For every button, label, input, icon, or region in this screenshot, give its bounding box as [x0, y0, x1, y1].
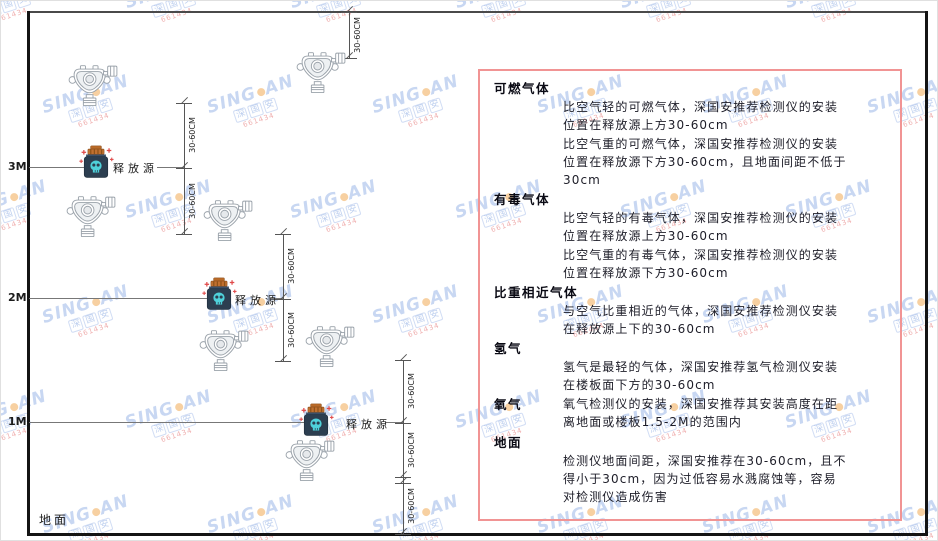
release-source-icon: [202, 277, 237, 310]
gas-detector-icon: [68, 65, 118, 107]
section-paragraph: 比空气轻的可燃气体，深国安推荐检测仪的安装位置在释放源上方30-60cm: [563, 100, 839, 132]
level-line-2m: [29, 298, 219, 299]
watermark-dot-icon: [420, 87, 431, 98]
dimension-label: 30-60CM: [287, 312, 296, 348]
dimension-label: 30-60CM: [407, 488, 416, 524]
release-source-icon: [299, 403, 334, 436]
dimension-line: [283, 234, 284, 361]
dimension-label: 30-60CM: [188, 183, 197, 219]
release-source-label: 释放源: [113, 162, 158, 175]
gas-detector-icon: [296, 52, 346, 94]
gas-detector-icon: [203, 200, 253, 242]
section-title: 地面: [494, 435, 523, 450]
section-paragraph: 与空气比重相近的气体，深国安推荐检测仪安装在释放源上下的30-60cm: [563, 304, 839, 336]
watermark-dot-icon: [8, 192, 19, 203]
section-title: 氢气: [494, 341, 523, 356]
section-paragraph: 比空气重的可燃气体，深国安推荐检测仪的安装位置在释放源下方30-60cm，且地面…: [563, 137, 847, 187]
height-label-2m: 2M: [8, 291, 27, 304]
ground-label: 地面: [39, 513, 70, 527]
dimension-tick: [275, 234, 291, 235]
watermark-dot-icon: [173, 402, 184, 413]
level-line-1m: [29, 422, 317, 423]
release-source-label: 释放源: [346, 418, 391, 431]
section-title: 比重相近气体: [494, 285, 579, 300]
watermark-dot-icon: [420, 297, 431, 308]
ceiling-line: [27, 11, 928, 13]
dimension-label: 30-60CM: [353, 17, 362, 53]
watermark-dot-icon: [338, 192, 349, 203]
dimension-tick: [176, 168, 192, 169]
height-label-1m: 1M: [8, 415, 27, 428]
dimension-tick: [341, 12, 357, 13]
dimension-tick: [395, 534, 411, 535]
dimension-tick: [176, 103, 192, 104]
level-line-3m: [29, 167, 96, 168]
section-hydrogen: 氢气 氢气是最轻的气体，深国安推荐氢气检测仪安装在楼板面下方的30-60cm: [494, 339, 886, 394]
watermark-dot-icon: [420, 507, 431, 518]
release-source-icon: [79, 145, 114, 178]
dimension-tick: [395, 360, 411, 361]
section-title: 有毒气体: [494, 192, 551, 207]
release-source-label: 释放源: [235, 294, 280, 307]
dimension-tick: [176, 234, 192, 235]
gas-detector-icon: [199, 330, 249, 372]
dimension-tick: [275, 361, 291, 362]
watermark-dot-icon: [90, 507, 101, 518]
section-title: 可燃气体: [494, 81, 551, 96]
dimension-tick: [395, 483, 411, 484]
left-wall-line: [27, 11, 30, 536]
ground-line: [27, 533, 928, 536]
dimension-tick: [395, 423, 411, 424]
dimension-tick: [275, 299, 291, 300]
height-label-3m: 3M: [8, 160, 27, 173]
dimension-label: 30-60CM: [188, 117, 197, 153]
dimension-line: [403, 360, 404, 534]
right-wall-line: [925, 11, 928, 536]
section-paragraph: 检测仪地面间距，深国安推荐在30-60cm，且不得小于30cm，因为过低容易水溅…: [563, 454, 847, 504]
section-ground: 地面 检测仪地面间距，深国安推荐在30-60cm，且不得小于30cm，因为过低容…: [494, 433, 886, 506]
section-oxygen: 氧气 氧气检测仪的安装，深国安推荐其安装高度在距离地面或楼板1.5-2M的范围内: [494, 395, 886, 432]
section-toxic-gas: 有毒气体 比空气轻的有毒气体，深国安推荐检测仪的安装位置在释放源上方30-60c…: [494, 190, 886, 282]
installation-guide-panel: 可燃气体 比空气轻的可燃气体，深国安推荐检测仪的安装位置在释放源上方30-60c…: [478, 69, 902, 521]
gas-detector-icon: [66, 196, 116, 238]
section-similar-density-gas: 比重相近气体 与空气比重相近的气体，深国安推荐检测仪安装在释放源上下的30-60…: [494, 283, 886, 338]
level-connector-3m: [157, 167, 184, 168]
watermark-dot-icon: [173, 192, 184, 203]
dimension-tick: [395, 477, 411, 478]
section-title: 氧气: [494, 397, 523, 412]
dimension-tick: [341, 58, 357, 59]
section-paragraph: 氧气检测仪的安装，深国安推荐其安装高度在距离地面或楼板1.5-2M的范围内: [563, 397, 839, 429]
watermark-dot-icon: [8, 402, 19, 413]
section-paragraph: 氢气是最轻的气体，深国安推荐氢气检测仪安装在楼板面下方的30-60cm: [563, 360, 839, 392]
gas-detector-icon: [305, 326, 355, 368]
section-paragraph: 比空气轻的有毒气体，深国安推荐检测仪的安装位置在释放源上方30-60cm: [563, 211, 839, 243]
watermark-dot-icon: [338, 402, 349, 413]
watermark-dot-icon: [255, 507, 266, 518]
gas-detector-icon: [285, 440, 335, 482]
dimension-label: 30-60CM: [407, 432, 416, 468]
level-connector-1m: [385, 422, 403, 423]
dimension-line: [349, 12, 350, 59]
dimension-label: 30-60CM: [287, 248, 296, 284]
watermark-dot-icon: [255, 87, 266, 98]
dimension-label: 30-60CM: [407, 373, 416, 409]
section-paragraph: 比空气重的有毒气体，深国安推荐检测仪的安装位置在释放源下方30-60cm: [563, 248, 839, 280]
section-combustible-gas: 可燃气体 比空气轻的可燃气体，深国安推荐检测仪的安装位置在释放源上方30-60c…: [494, 79, 886, 189]
